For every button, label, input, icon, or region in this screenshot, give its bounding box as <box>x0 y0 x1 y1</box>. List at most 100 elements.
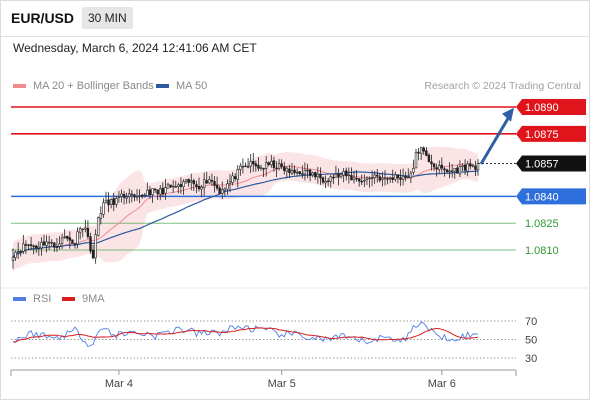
candle-body <box>159 188 162 195</box>
candle-body <box>262 168 265 170</box>
level-label-1.0840: 1.0840 <box>525 191 559 203</box>
rsi-tick-50: 50 <box>525 335 537 347</box>
candle-body <box>448 170 451 172</box>
candle-body <box>35 245 38 249</box>
legend-swatch-9ma <box>62 297 75 301</box>
current-price-tag <box>516 155 586 172</box>
candle-body <box>223 188 227 191</box>
candle-body <box>60 237 64 244</box>
candle-body <box>368 177 371 180</box>
candle-body <box>99 213 103 219</box>
candle-body <box>239 165 242 170</box>
candle-body <box>412 168 415 173</box>
candle-body <box>301 173 304 175</box>
candle-body <box>231 175 234 183</box>
candle-body <box>22 243 25 252</box>
candle-body <box>277 163 281 169</box>
candle-body <box>47 241 51 244</box>
symbol-label: EUR/USD <box>11 10 75 26</box>
candle-body <box>246 166 250 168</box>
candle-body <box>122 194 126 198</box>
forecast-arrow-head <box>502 107 514 122</box>
candle-body <box>414 152 418 169</box>
level-label-1.0875: 1.0875 <box>525 129 559 141</box>
candle-body <box>259 167 263 169</box>
candle-body <box>213 181 216 186</box>
candle-body <box>306 169 309 172</box>
candle-body <box>388 177 392 180</box>
candle-body <box>293 169 296 174</box>
candle-body <box>399 177 402 180</box>
candle-body <box>466 163 469 172</box>
candle-body <box>355 177 358 180</box>
candle-body <box>202 179 206 188</box>
candle-body <box>171 185 175 188</box>
candle-body <box>146 189 149 197</box>
candle-body <box>257 164 260 169</box>
candle-body <box>117 196 121 198</box>
candle-body <box>184 179 188 182</box>
candle-body <box>476 163 480 171</box>
legend-ma20-bollinger: MA 20 + Bollinger Bands <box>13 80 154 92</box>
candle-body <box>97 217 100 236</box>
candle-body <box>249 161 252 167</box>
candle-body <box>71 239 74 244</box>
candle-body <box>332 176 335 179</box>
x-tick-label: Mar 4 <box>105 378 133 390</box>
candle-body <box>120 193 123 197</box>
candle-body <box>378 176 382 181</box>
candle-body <box>205 180 208 184</box>
legend-ma50: MA 50 <box>156 80 207 92</box>
candle-body <box>396 174 400 178</box>
rsi-tick-30: 30 <box>525 353 537 365</box>
candle-body <box>27 244 30 246</box>
candle-body <box>319 174 322 179</box>
candle-body <box>190 180 193 183</box>
candle-body <box>407 176 410 179</box>
candle-body <box>461 165 464 168</box>
x-tick-label: Mar 5 <box>268 378 296 390</box>
level-tag-1.0840 <box>516 188 586 205</box>
candle-body <box>236 168 239 180</box>
candle-body <box>215 184 219 189</box>
current-price-label: 1.0857 <box>525 159 559 171</box>
candle-body <box>143 194 146 197</box>
candle-body <box>438 165 441 170</box>
candle-body <box>352 177 356 181</box>
level-label-1.0810: 1.0810 <box>525 245 559 257</box>
timestamp: Wednesday, March 6, 2024 12:41:06 AM CET <box>13 41 257 55</box>
candle-body <box>233 176 237 179</box>
candle-body <box>32 245 35 248</box>
candle-body <box>16 251 20 253</box>
candle-body <box>133 194 136 198</box>
candle-body <box>345 170 348 177</box>
candle-body <box>125 196 128 199</box>
candle-body <box>128 193 131 197</box>
candle-body <box>337 173 340 178</box>
candle-body <box>329 176 332 182</box>
candle-body <box>430 161 433 165</box>
candle-body <box>471 164 475 167</box>
candle-body <box>326 180 330 182</box>
candle-body <box>66 235 69 239</box>
candle-body <box>78 228 82 233</box>
forecast-arrow-shaft <box>479 116 511 165</box>
legend-rsi-label: RSI <box>33 293 52 305</box>
candle-body <box>280 163 283 167</box>
candle-body <box>151 188 154 195</box>
candle-body <box>86 227 90 237</box>
timeframe-button[interactable]: 30 MIN <box>82 7 133 29</box>
candle-body <box>55 246 59 248</box>
candle-body <box>107 199 110 206</box>
candle-body <box>334 173 338 178</box>
candle-body <box>404 176 407 178</box>
candle-body <box>221 189 224 194</box>
candle-body <box>376 174 379 177</box>
chart-header: EUR/USD 30 MIN <box>0 0 590 37</box>
candle-body <box>40 241 43 249</box>
candle-body <box>254 163 258 167</box>
candle-body <box>298 171 301 175</box>
candle-body <box>11 256 15 262</box>
candle-body <box>391 177 394 180</box>
candle-body <box>104 199 108 203</box>
